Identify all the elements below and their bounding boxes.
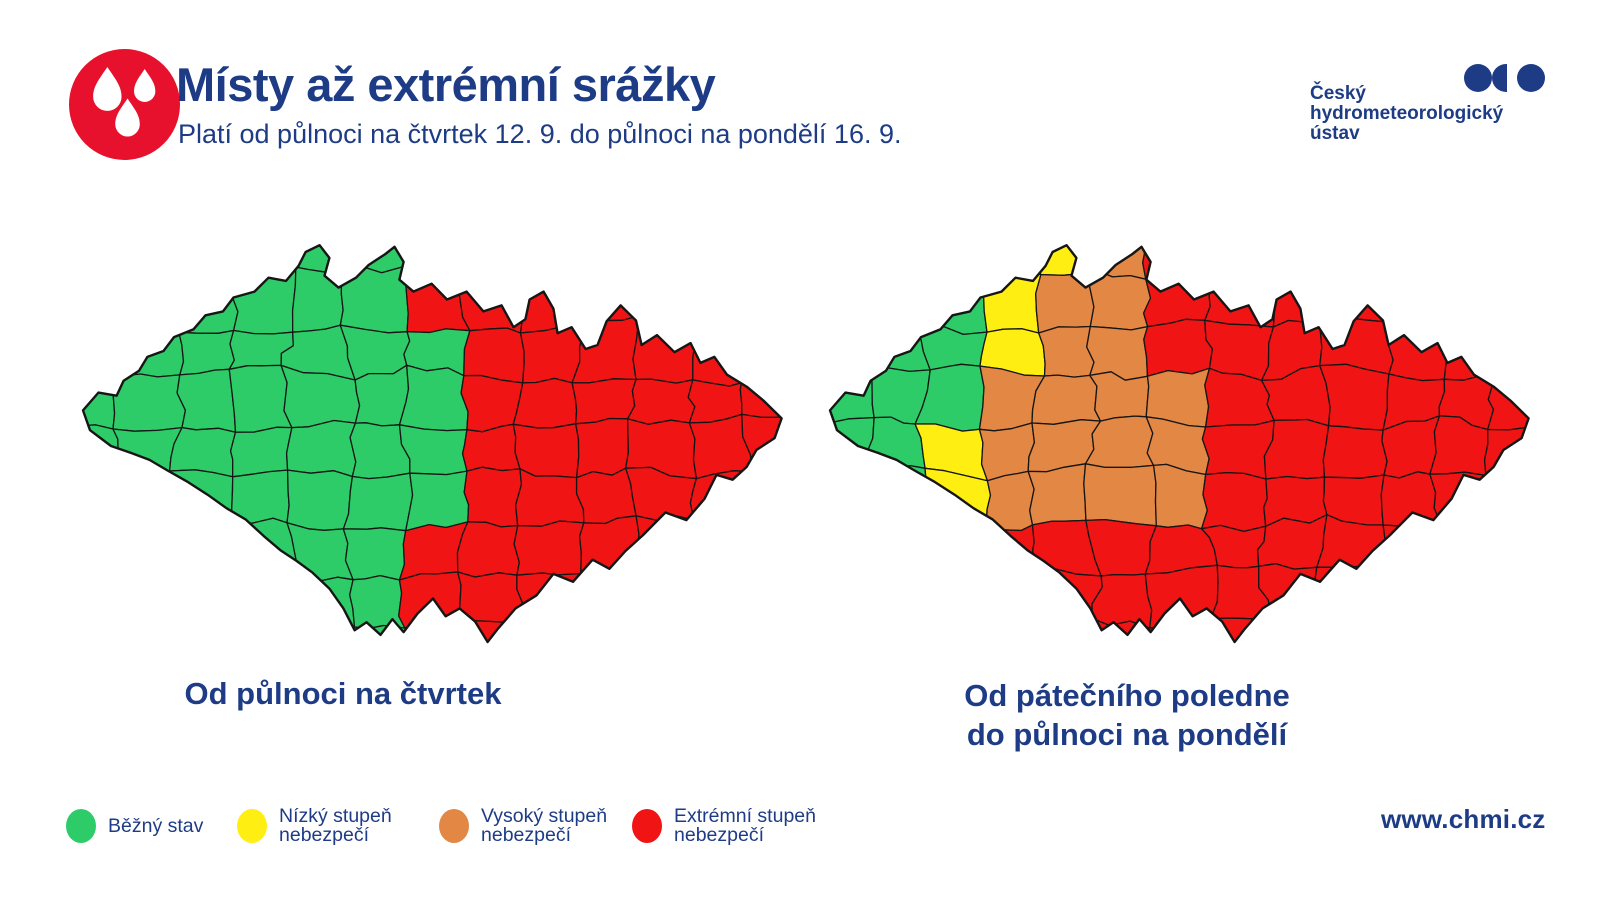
legend-dot-orange <box>439 809 469 843</box>
legend-item-low: Nízký stupeň nebezpečí <box>237 794 392 858</box>
legend-label: Vysoký stupeň nebezpečí <box>481 805 608 846</box>
logo-circle-icon <box>1464 64 1492 92</box>
page-title: Místy až extrémní srážky <box>176 58 716 111</box>
logo-half-circle-icon <box>1492 64 1507 92</box>
logo-circle-icon <box>1517 64 1545 92</box>
warning-map-first-period <box>81 244 783 644</box>
legend-label: Nízký stupeň nebezpečí <box>279 805 392 846</box>
map-caption-right: Od pátečního poledne do půlnoci na pondě… <box>964 678 1290 752</box>
website-url: www.chmi.cz <box>1381 804 1546 834</box>
institute-name: Český hydrometeorologický ústav <box>1310 83 1504 144</box>
legend-dot-yellow <box>237 809 267 843</box>
legend-dot-red <box>632 809 662 843</box>
page-subtitle: Platí od půlnoci na čtvrtek 12. 9. do pů… <box>178 119 902 149</box>
legend-item-extreme: Extrémní stupeň nebezpečí <box>632 794 816 858</box>
legend-item-high: Vysoký stupeň nebezpečí <box>439 794 607 858</box>
rain-warning-badge <box>69 49 180 160</box>
legend-item-normal: Běžný stav <box>66 794 203 858</box>
map-caption-left: Od půlnoci na čtvrtek <box>184 676 502 711</box>
rain-drops-icon <box>93 66 156 137</box>
legend-label: Extrémní stupeň nebezpečí <box>674 805 816 846</box>
warning-map-second-period <box>828 244 1530 644</box>
legend-label: Běžný stav <box>108 814 204 837</box>
legend-dot-green <box>66 809 96 843</box>
